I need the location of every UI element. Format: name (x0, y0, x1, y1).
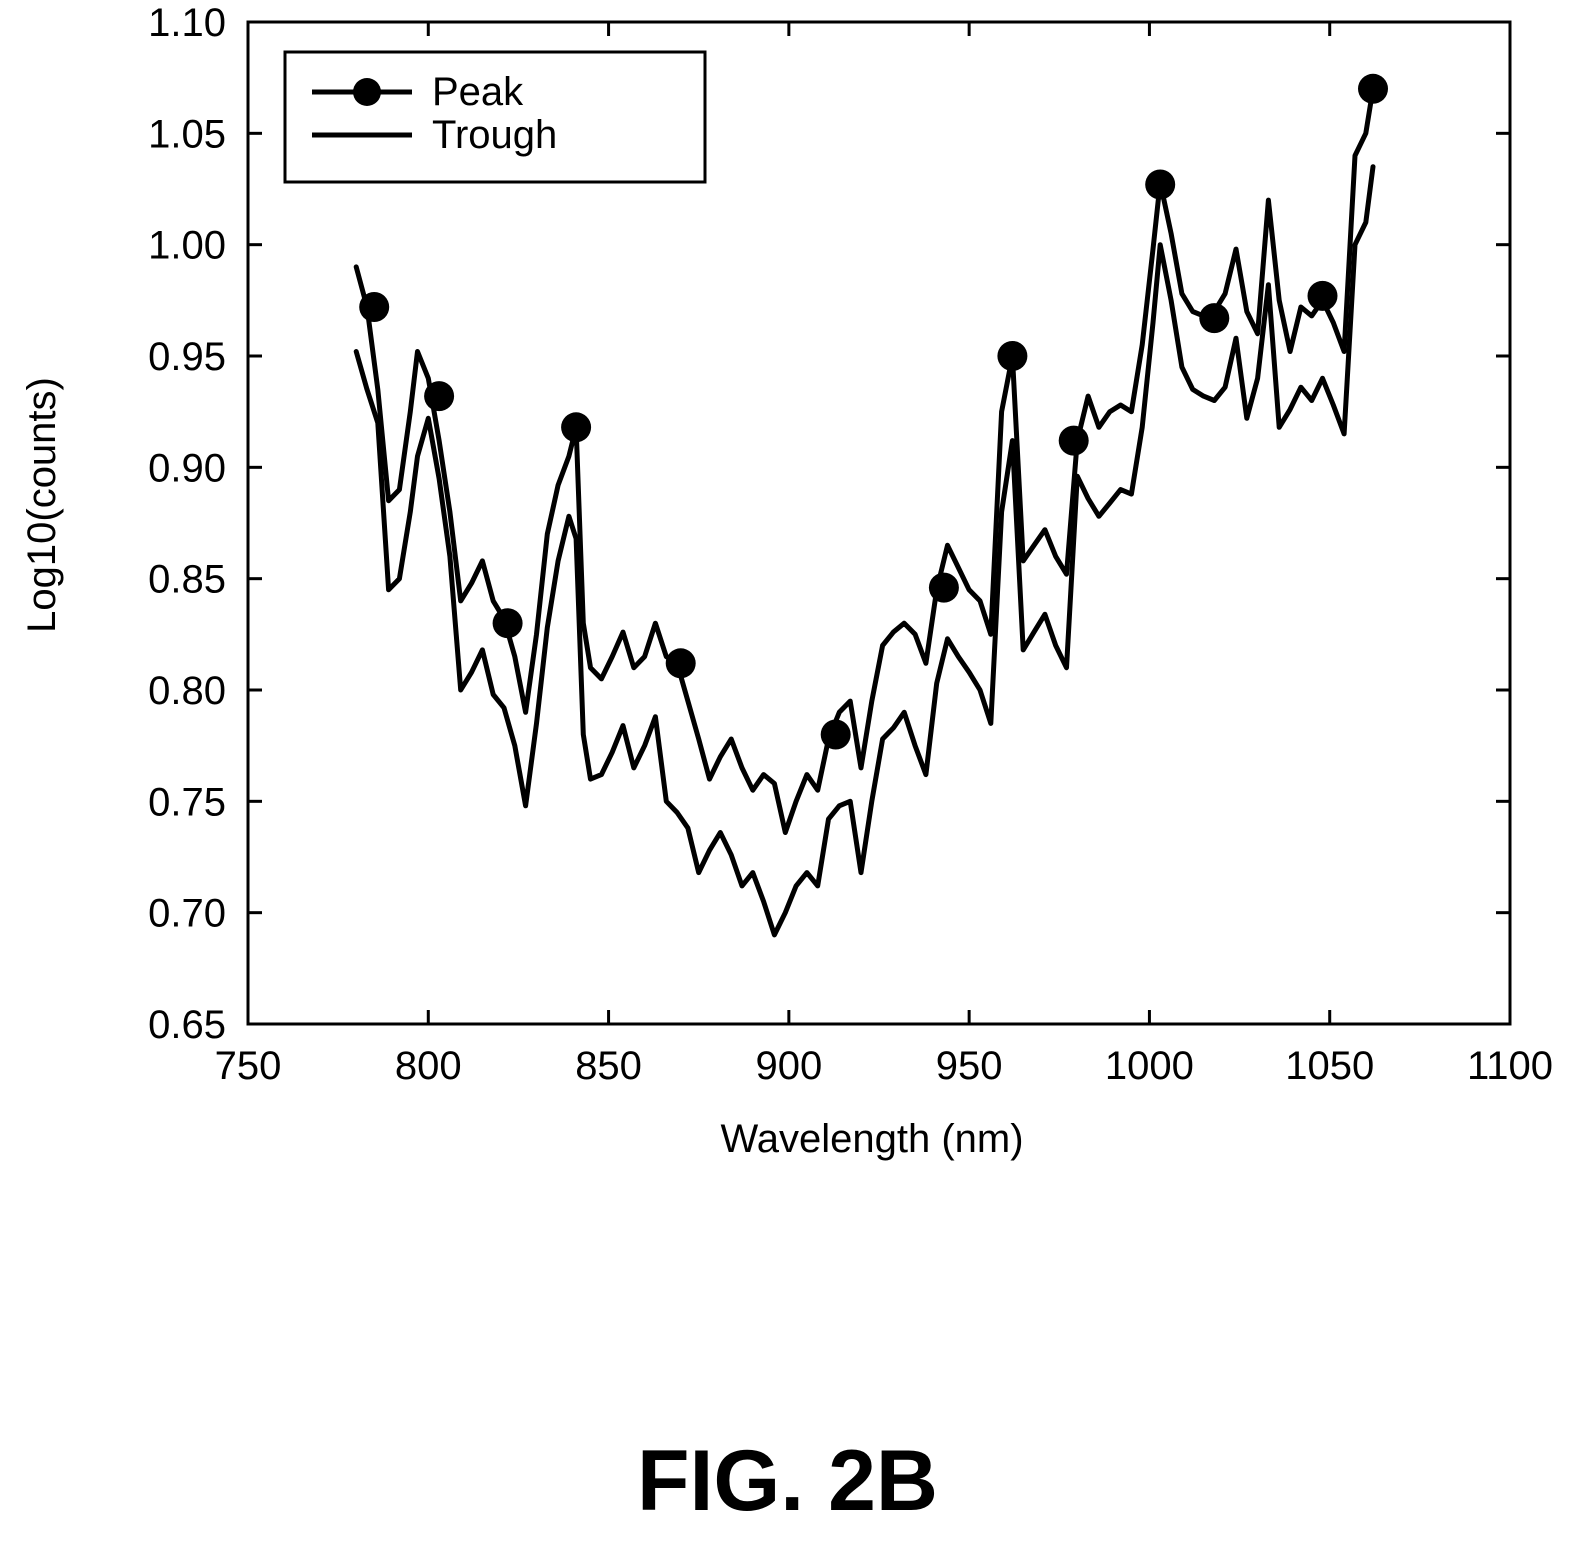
series-group (353, 73, 1388, 938)
x-axis: 750 800 850 900 950 1000 1050 1100 (215, 22, 1553, 1088)
plot-frame (246, 20, 1512, 1026)
y-tick-label: 0.85 (148, 558, 226, 602)
x-tick-label: 900 (755, 1044, 822, 1088)
data-point-peak (1358, 73, 1388, 104)
data-point-peak (359, 292, 390, 322)
legend-peak-marker (353, 78, 381, 106)
data-point-peak (424, 381, 455, 412)
y-tick-label: 0.80 (148, 669, 226, 713)
y-tick-label: 1.05 (148, 112, 226, 156)
x-tick-label: 850 (575, 1044, 642, 1088)
x-axis-label: Wavelength (nm) (720, 1117, 1023, 1161)
y-tick-label: 1.00 (148, 224, 226, 268)
x-tick-label: 1100 (1467, 1044, 1553, 1088)
series-line-trough (353, 164, 1376, 938)
figure-caption: FIG. 2B (636, 1433, 939, 1529)
legend-box (283, 50, 707, 184)
y-tick-label: 1.10 (148, 1, 226, 45)
data-point-peak (928, 572, 959, 603)
x-tick-label: 1000 (1105, 1044, 1194, 1088)
data-point-peak (820, 719, 851, 750)
data-point-peak (665, 648, 696, 679)
plot-area (246, 20, 1512, 1026)
y-tick-label: 0.70 (148, 892, 226, 936)
data-point-peak (1307, 280, 1338, 311)
x-tick-label: 750 (215, 1044, 282, 1088)
y-tick-label: 0.65 (148, 1003, 226, 1047)
legend: Peak Trough (283, 50, 707, 184)
data-point-peak (492, 608, 523, 639)
y-tick-label: 0.90 (148, 446, 226, 490)
data-point-peak (997, 341, 1028, 371)
y-tick-label: 0.75 (148, 780, 226, 824)
data-point-peak (1145, 169, 1176, 200)
y-tick-label: 0.95 (148, 335, 226, 379)
y-axis: 0.65 0.70 0.75 0.80 0.85 0.90 0.95 1.00 1.05 1.10 (148, 1, 1510, 1047)
data-point-peak (561, 412, 592, 443)
x-tick-label: 1050 (1285, 1044, 1374, 1088)
x-tick-label: 800 (395, 1044, 462, 1088)
y-axis-label: Log10(counts) (20, 377, 64, 633)
data-point-peak (1058, 425, 1089, 456)
data-point-peak (1199, 303, 1230, 334)
legend-trough-label: Trough (432, 113, 557, 157)
x-tick-label: 950 (936, 1044, 1003, 1088)
legend-peak-label: Peak (432, 70, 524, 114)
